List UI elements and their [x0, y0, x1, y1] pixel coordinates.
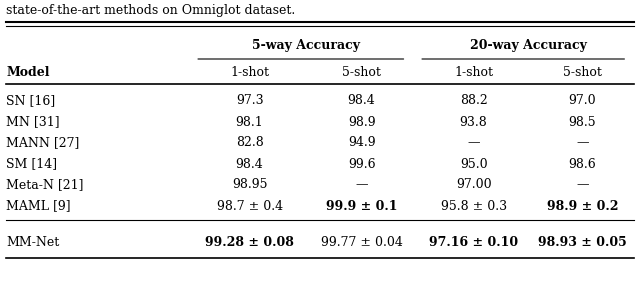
Text: 1-shot: 1-shot — [230, 66, 269, 79]
Text: 97.3: 97.3 — [236, 94, 264, 108]
Text: 5-shot: 5-shot — [563, 66, 602, 79]
Text: 99.6: 99.6 — [348, 158, 376, 171]
Text: 98.6: 98.6 — [568, 158, 596, 171]
Text: 99.77 ± 0.04: 99.77 ± 0.04 — [321, 235, 403, 248]
Text: 82.8: 82.8 — [236, 136, 264, 150]
Text: 1-shot: 1-shot — [454, 66, 493, 79]
Text: 98.4: 98.4 — [236, 158, 264, 171]
Text: 95.8 ± 0.3: 95.8 ± 0.3 — [440, 200, 507, 213]
Text: MN [31]: MN [31] — [6, 116, 60, 128]
Text: 97.0: 97.0 — [568, 94, 596, 108]
Text: SN [16]: SN [16] — [6, 94, 56, 108]
Text: —: — — [467, 136, 480, 150]
Text: 95.0: 95.0 — [460, 158, 488, 171]
Text: 97.00: 97.00 — [456, 178, 492, 191]
Text: 98.9 ± 0.2: 98.9 ± 0.2 — [547, 200, 618, 213]
Text: Model: Model — [6, 66, 50, 79]
Text: 98.7 ± 0.4: 98.7 ± 0.4 — [216, 200, 283, 213]
Text: 98.1: 98.1 — [236, 116, 264, 128]
Text: 98.4: 98.4 — [348, 94, 376, 108]
Text: 98.93 ± 0.05: 98.93 ± 0.05 — [538, 235, 627, 248]
Text: 98.5: 98.5 — [568, 116, 596, 128]
Text: MM-Net: MM-Net — [6, 235, 60, 248]
Text: 99.28 ± 0.08: 99.28 ± 0.08 — [205, 235, 294, 248]
Text: 98.95: 98.95 — [232, 178, 268, 191]
Text: 99.9 ± 0.1: 99.9 ± 0.1 — [326, 200, 397, 213]
Text: 5-way Accuracy: 5-way Accuracy — [252, 39, 360, 53]
Text: 94.9: 94.9 — [348, 136, 376, 150]
Text: Meta-N [21]: Meta-N [21] — [6, 178, 84, 191]
Text: state-of-the-art methods on Omniglot dataset.: state-of-the-art methods on Omniglot dat… — [6, 4, 296, 17]
Text: 93.8: 93.8 — [460, 116, 488, 128]
Text: SM [14]: SM [14] — [6, 158, 58, 171]
Text: 5-shot: 5-shot — [342, 66, 381, 79]
Text: 97.16 ± 0.10: 97.16 ± 0.10 — [429, 235, 518, 248]
Text: 20-way Accuracy: 20-way Accuracy — [470, 39, 586, 53]
Text: MAML [9]: MAML [9] — [6, 200, 71, 213]
Text: —: — — [355, 178, 368, 191]
Text: MANN [27]: MANN [27] — [6, 136, 80, 150]
Text: —: — — [576, 178, 589, 191]
Text: 98.9: 98.9 — [348, 116, 376, 128]
Text: 88.2: 88.2 — [460, 94, 488, 108]
Text: —: — — [576, 136, 589, 150]
